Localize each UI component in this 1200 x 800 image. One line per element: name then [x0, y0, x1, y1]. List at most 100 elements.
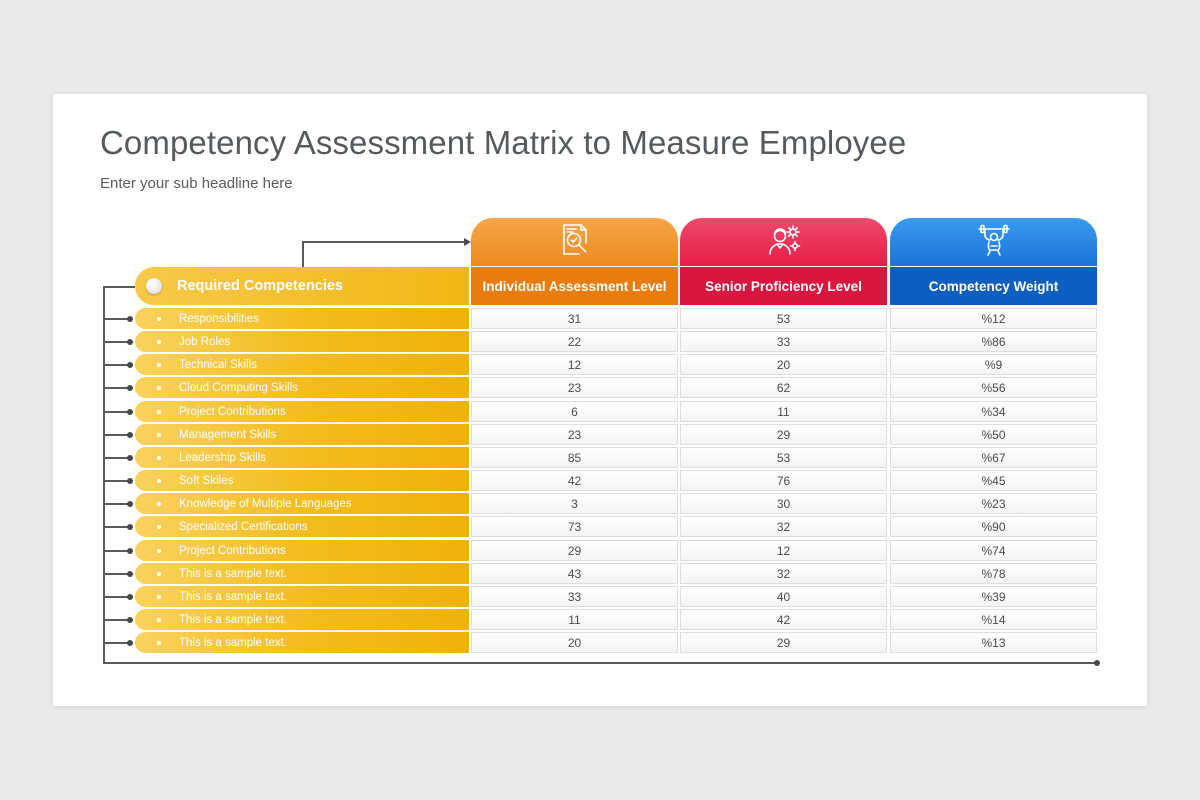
row-dot-icon	[127, 478, 133, 484]
bullet-icon	[157, 594, 161, 599]
competency-row-label: This is a sample text.	[135, 586, 469, 607]
competency-row-label: Cloud Computing Skills	[135, 377, 469, 398]
bullet-icon	[157, 571, 161, 576]
column-header-senior: Senior Proficiency Level	[680, 267, 887, 305]
individual-assessment-cell: 11	[471, 609, 678, 630]
senior-proficiency-cell: 76	[680, 470, 887, 491]
row-connector-line	[103, 411, 133, 413]
competency-weight-cell: %12	[890, 308, 1097, 329]
competency-row-label: Soft Skiles	[135, 470, 469, 491]
competency-weight-cell: %45	[890, 470, 1097, 491]
individual-assessment-cell: 23	[471, 377, 678, 398]
competency-name: This is a sample text.	[179, 613, 288, 626]
row-connector-line	[103, 434, 133, 436]
competency-name: This is a sample text.	[179, 590, 288, 603]
weightlifter-icon	[976, 222, 1012, 263]
competency-weight-cell: %14	[890, 609, 1097, 630]
row-connector-line	[103, 596, 133, 598]
senior-proficiency-cell: 32	[680, 516, 887, 537]
connector-line	[302, 241, 465, 243]
senior-proficiency-cell: 29	[680, 424, 887, 445]
competency-name: Project Contributions	[179, 544, 286, 557]
individual-assessment-cell: 29	[471, 540, 678, 561]
senior-proficiency-cell: 20	[680, 354, 887, 375]
row-dot-icon	[127, 362, 133, 368]
competency-name: Specialized Certifications	[179, 520, 308, 533]
senior-proficiency-cell: 53	[680, 308, 887, 329]
bracket-line	[103, 286, 135, 288]
senior-proficiency-cell: 42	[680, 609, 887, 630]
competency-weight-cell: %9	[890, 354, 1097, 375]
row-connector-line	[103, 503, 133, 505]
competency-name: This is a sample text.	[179, 567, 288, 580]
row-connector-line	[103, 573, 133, 575]
slide: Competency Assessment Matrix to Measure …	[53, 94, 1147, 706]
competency-name: Leadership Skills	[179, 451, 266, 464]
bullet-icon	[157, 316, 161, 321]
row-connector-line	[103, 341, 133, 343]
col1-icon-tab	[471, 218, 678, 266]
row-dot-icon	[127, 594, 133, 600]
bullet-icon	[157, 432, 161, 437]
bullet-icon	[157, 524, 161, 529]
connector-line	[302, 241, 304, 268]
competency-row-label: Specialized Certifications	[135, 516, 469, 537]
competency-row-label: This is a sample text.	[135, 563, 469, 584]
row-connector-line	[103, 480, 133, 482]
bullet-icon	[157, 455, 161, 460]
individual-assessment-cell: 85	[471, 447, 678, 468]
competency-row-label: Knowledge of Multiple Languages	[135, 493, 469, 514]
individual-assessment-cell: 73	[471, 516, 678, 537]
bullet-icon	[157, 640, 161, 645]
individual-assessment-cell: 20	[471, 632, 678, 653]
end-dot-icon	[1094, 660, 1100, 666]
individual-assessment-cell: 33	[471, 586, 678, 607]
competency-row-label: This is a sample text.	[135, 609, 469, 630]
bracket-line	[103, 286, 105, 663]
competency-name: Soft Skiles	[179, 474, 234, 487]
competency-weight-cell: %90	[890, 516, 1097, 537]
competency-row-label: Responsibilities	[135, 308, 469, 329]
individual-assessment-cell: 43	[471, 563, 678, 584]
individual-assessment-cell: 23	[471, 424, 678, 445]
bullet-icon	[157, 409, 161, 414]
document-search-icon	[557, 222, 593, 263]
competency-name: Responsibilities	[179, 312, 259, 325]
bullet-icon	[157, 548, 161, 553]
senior-proficiency-cell: 12	[680, 540, 887, 561]
competency-weight-cell: %39	[890, 586, 1097, 607]
row-connector-line	[103, 364, 133, 366]
competency-weight-cell: %86	[890, 331, 1097, 352]
bullet-icon	[157, 617, 161, 622]
senior-proficiency-cell: 32	[680, 563, 887, 584]
competency-name: This is a sample text.	[179, 636, 288, 649]
column-header-individual: Individual Assessment Level	[471, 267, 678, 305]
row-dot-icon	[127, 524, 133, 530]
bottom-line	[103, 662, 1097, 664]
person-gears-icon	[766, 222, 802, 263]
bullet-icon	[157, 478, 161, 483]
individual-assessment-cell: 3	[471, 493, 678, 514]
row-connector-line	[103, 318, 133, 320]
col3-icon-tab	[890, 218, 1097, 266]
column-header-weight: Competency Weight	[890, 267, 1097, 305]
competency-row-label: Project Contributions	[135, 540, 469, 561]
senior-proficiency-cell: 62	[680, 377, 887, 398]
competency-weight-cell: %50	[890, 424, 1097, 445]
bullet-icon	[157, 501, 161, 506]
row-connector-line	[103, 642, 133, 644]
competency-name: Management Skills	[179, 428, 277, 441]
bullet-icon	[157, 339, 161, 344]
individual-assessment-cell: 42	[471, 470, 678, 491]
senior-proficiency-cell: 33	[680, 331, 887, 352]
row-dot-icon	[127, 339, 133, 345]
row-dot-icon	[127, 640, 133, 646]
col2-icon-tab	[680, 218, 887, 266]
knob-icon	[146, 278, 162, 294]
competency-row-label: Technical Skills	[135, 354, 469, 375]
senior-proficiency-cell: 40	[680, 586, 887, 607]
page-subtitle: Enter your sub headline here	[100, 175, 293, 192]
row-dot-icon	[127, 455, 133, 461]
row-dot-icon	[127, 501, 133, 507]
competency-weight-cell: %23	[890, 493, 1097, 514]
